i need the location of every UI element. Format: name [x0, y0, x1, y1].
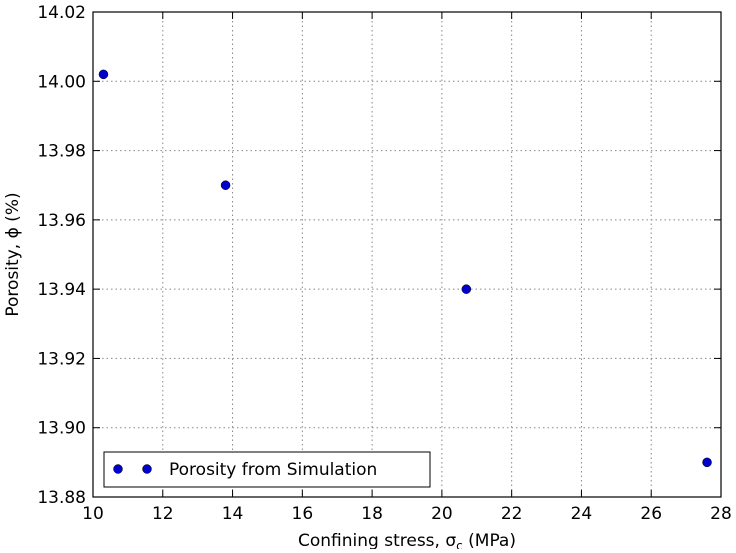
grid: [93, 12, 721, 497]
legend-label: Porosity from Simulation: [169, 460, 377, 480]
y-tick-label: 13.90: [37, 419, 86, 439]
axes: 10 12 14 16 18 20 22 24 26 28 13.88 13.90 13.92 13.94…: [3, 3, 732, 553]
x-axis-label: Confining stress, σc (MPa): [298, 531, 516, 549]
legend: Porosity from Simulation: [103, 451, 431, 488]
legend-marker: [142, 464, 152, 474]
data-point: [461, 284, 472, 294]
data-points: [98, 69, 712, 468]
x-tick-label: 28: [710, 504, 732, 524]
x-tick-label: 26: [640, 504, 662, 524]
x-tick-label: 24: [571, 504, 593, 524]
y-axis-label: Porosity, ϕ (%): [3, 192, 23, 316]
y-tick-label: 14.02: [37, 3, 86, 23]
legend-marker: [113, 464, 123, 474]
y-tick-label: 13.88: [37, 488, 86, 508]
data-point: [220, 180, 231, 190]
legend-box: [103, 451, 431, 488]
y-tick-label: 14.00: [37, 72, 86, 92]
x-tick-label: 20: [431, 504, 453, 524]
x-tick-label: 18: [361, 504, 383, 524]
x-tick-label: 14: [222, 504, 244, 524]
y-tick-label: 13.96: [37, 211, 86, 231]
plot-frame: [92, 11, 722, 498]
data-point: [702, 457, 712, 468]
y-tick-label: 13.98: [37, 142, 86, 162]
data-point: [98, 69, 109, 80]
x-tick-label: 22: [501, 504, 523, 524]
y-tick-label: 13.94: [37, 280, 86, 300]
x-tick-label: 10: [82, 504, 104, 524]
x-tick-label: 16: [292, 504, 314, 524]
x-tick-label: 12: [152, 504, 174, 524]
y-tick-label: 13.92: [37, 349, 86, 369]
